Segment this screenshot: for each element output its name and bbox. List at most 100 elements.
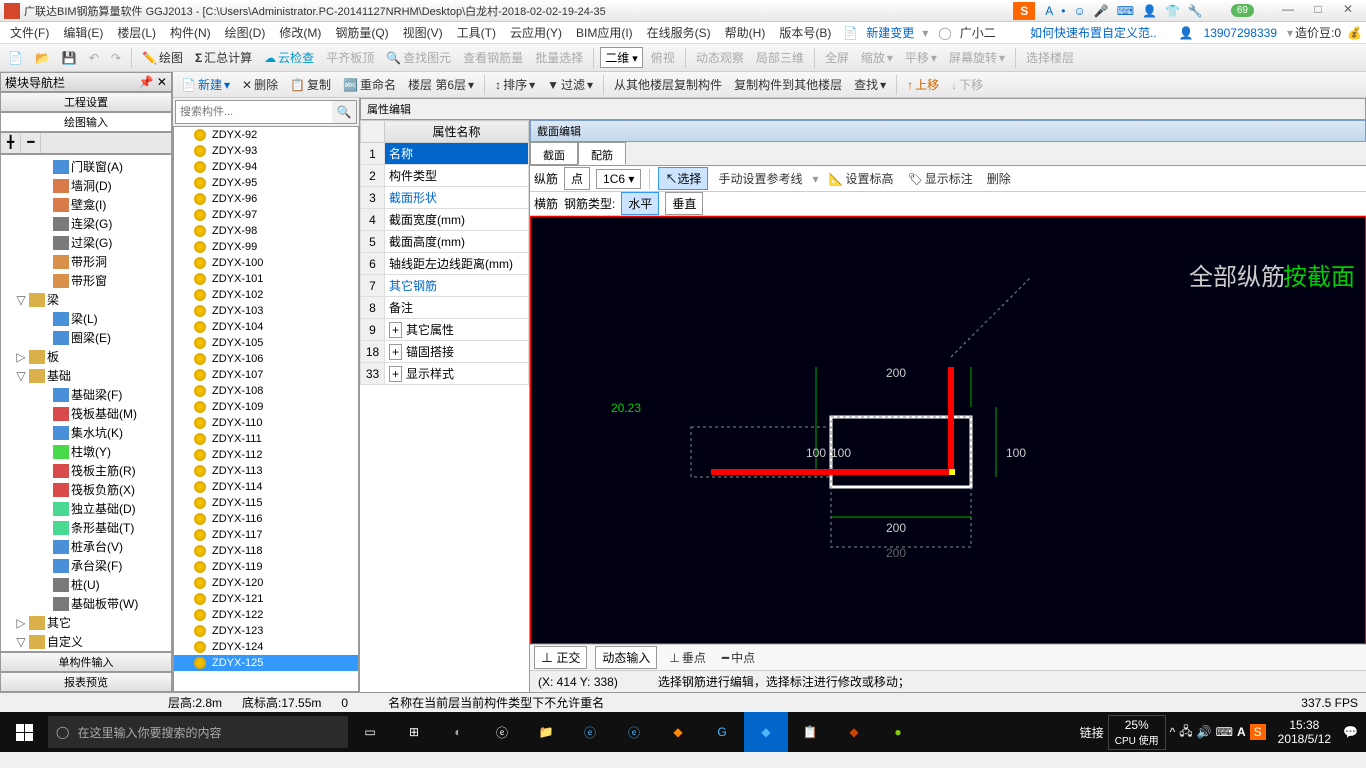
tree-item[interactable]: 筏板主筋(R) [3, 461, 169, 480]
tree-item[interactable]: 基础梁(F) [3, 385, 169, 404]
tb-zoom[interactable]: 缩放 ▾ [857, 47, 897, 68]
tb-down[interactable]: ↓下移 [947, 74, 987, 95]
app-icon-3[interactable]: ◆ [656, 712, 700, 752]
list-item[interactable]: ZDYX-114 [174, 479, 358, 495]
list-item[interactable]: ZDYX-107 [174, 367, 358, 383]
tb-rotate[interactable]: 屏幕旋转 ▾ [945, 47, 1009, 68]
menu-item[interactable]: 绘图(D) [219, 22, 272, 43]
app-icon-2[interactable]: ◐ [436, 712, 480, 752]
tb-batch[interactable]: 批量选择 [531, 47, 587, 68]
tab-rebar[interactable]: 配筋 [578, 142, 626, 165]
list-item[interactable]: ZDYX-105 [174, 335, 358, 351]
close-button[interactable]: ✕ [1334, 2, 1362, 20]
tray-up-icon[interactable]: ^ [1170, 725, 1176, 739]
tb-rename[interactable]: 🔤重命名 [339, 74, 400, 95]
menu-newchange[interactable]: 新建变更 [860, 22, 920, 43]
menu-item[interactable]: 工具(T) [451, 22, 502, 43]
app-icon-6[interactable]: 📋 [788, 712, 832, 752]
edge2-icon[interactable]: ⓔ [568, 712, 612, 752]
open-file-icon[interactable]: 📂 [31, 49, 54, 67]
et-del[interactable]: 删除 [983, 168, 1015, 189]
tree-item[interactable]: 筏板基础(M) [3, 404, 169, 423]
nav-tab-single[interactable]: 单构件输入 [0, 652, 172, 672]
tree-item[interactable]: 门联窗(A) [3, 157, 169, 176]
maximize-button[interactable]: □ [1304, 2, 1332, 20]
component-list[interactable]: ZDYX-92ZDYX-93ZDYX-94ZDYX-95ZDYX-96ZDYX-… [173, 126, 359, 692]
menu-phone[interactable]: 13907298339 [1204, 26, 1277, 40]
property-table[interactable]: 属性名称 1名称2构件类型3截面形状4截面宽度(mm)5截面高度(mm)6轴线距… [360, 120, 530, 692]
tray-kb-icon[interactable]: ⌨ [1216, 725, 1233, 739]
list-item[interactable]: ZDYX-118 [174, 543, 358, 559]
tb-dynamic[interactable]: 动态观察 [692, 47, 748, 68]
list-item[interactable]: ZDYX-96 [174, 191, 358, 207]
ef-mid[interactable]: ━ 中点 [718, 647, 759, 668]
tab-section[interactable]: 截面 [530, 142, 578, 165]
ime-badge[interactable]: S [1013, 2, 1035, 20]
list-item[interactable]: ZDYX-117 [174, 527, 358, 543]
tree-item[interactable]: 筏板负筋(X) [3, 480, 169, 499]
list-item[interactable]: ZDYX-110 [174, 415, 358, 431]
ef-dyn[interactable]: 动态输入 [595, 646, 657, 669]
tray-ime-icon[interactable]: S [1250, 724, 1266, 740]
list-item[interactable]: ZDYX-104 [174, 319, 358, 335]
tree-item[interactable]: ▷其它 [3, 613, 169, 632]
tb-select-floor[interactable]: 选择楼层 [1022, 47, 1078, 68]
nav-tab-report[interactable]: 报表预览 [0, 672, 172, 692]
tb-filter[interactable]: ▼过滤 ▾ [543, 74, 597, 95]
tree-item[interactable]: 桩(U) [3, 575, 169, 594]
menu-item[interactable]: 云应用(Y) [504, 22, 568, 43]
app-icon-5[interactable]: ◆ [744, 712, 788, 752]
tb-sort[interactable]: ↕排序 ▾ [491, 74, 539, 95]
tree-item[interactable]: ▷板 [3, 347, 169, 366]
list-item[interactable]: ZDYX-121 [174, 591, 358, 607]
menu-item[interactable]: 视图(V) [397, 22, 449, 43]
view-combo[interactable]: 二维 ▾ [600, 47, 643, 68]
tb-floor[interactable]: 楼层 第6层 ▾ [404, 74, 478, 95]
tree-item[interactable]: 圈梁(E) [3, 328, 169, 347]
notif-icon[interactable]: 💬 [1343, 725, 1358, 739]
et-elev[interactable]: 📐设置标高 [824, 168, 897, 189]
nav-tab-draw[interactable]: 绘图输入 [0, 112, 172, 132]
tree-item[interactable]: 集水坑(K) [3, 423, 169, 442]
tb-new[interactable]: 📄新建 ▾ [177, 74, 234, 95]
app-icon-7[interactable]: ◆ [832, 712, 876, 752]
green-badge[interactable]: 69 [1231, 4, 1254, 17]
tb-cloud[interactable]: ☁ 云检查 [260, 47, 318, 68]
list-item[interactable]: ZDYX-124 [174, 639, 358, 655]
ime-tool[interactable]: • [1061, 4, 1065, 18]
list-item[interactable]: ZDYX-123 [174, 623, 358, 639]
et-manual[interactable]: 手动设置参考线 [714, 168, 806, 189]
start-button[interactable] [0, 712, 48, 752]
et-horiz[interactable]: 水平 [621, 192, 659, 215]
tree-item[interactable]: 柱墩(Y) [3, 442, 169, 461]
list-item[interactable]: ZDYX-102 [174, 287, 358, 303]
tree-item[interactable]: 墙洞(D) [3, 176, 169, 195]
menu-item[interactable]: 版本号(B) [773, 22, 837, 43]
menu-item[interactable]: 文件(F) [4, 22, 55, 43]
edge-icon[interactable]: ⓔ [480, 712, 524, 752]
tree-item[interactable]: ▽自定义 [3, 632, 169, 651]
tree-item[interactable]: ▽基础 [3, 366, 169, 385]
taskbar-search[interactable]: ◯ 在这里输入你要搜索的内容 [48, 716, 348, 748]
list-item[interactable]: ZDYX-98 [174, 223, 358, 239]
ef-perp[interactable]: ⊥ 垂点 [665, 647, 709, 668]
tree-item[interactable]: 桩承台(V) [3, 537, 169, 556]
list-item[interactable]: ZDYX-93 [174, 143, 358, 159]
tb-view-rebar[interactable]: 查看钢筋量 [459, 47, 527, 68]
cpu-meter[interactable]: 25% CPU 使用 [1108, 715, 1166, 750]
list-item[interactable]: ZDYX-119 [174, 559, 358, 575]
tb-find[interactable]: 🔍查找图元 [382, 47, 455, 68]
et-label[interactable]: 🏷显示标注 [903, 168, 976, 189]
save-file-icon[interactable]: 💾 [58, 49, 81, 67]
tb-del[interactable]: ✕ 删除 [238, 74, 282, 95]
undo-icon[interactable]: ↶ [85, 49, 103, 67]
list-item[interactable]: ZDYX-106 [174, 351, 358, 367]
taskbar-clock[interactable]: 15:38 2018/5/12 [1270, 718, 1339, 747]
list-item[interactable]: ZDYX-109 [174, 399, 358, 415]
tb-search[interactable]: 查找 ▾ [850, 74, 890, 95]
menu-item[interactable]: 帮助(H) [719, 22, 772, 43]
new-file-icon[interactable]: 📄 [4, 49, 27, 67]
tree-item[interactable]: 带形洞 [3, 252, 169, 271]
redo-icon[interactable]: ↷ [107, 49, 125, 67]
tree-item[interactable]: 基础板带(W) [3, 594, 169, 613]
